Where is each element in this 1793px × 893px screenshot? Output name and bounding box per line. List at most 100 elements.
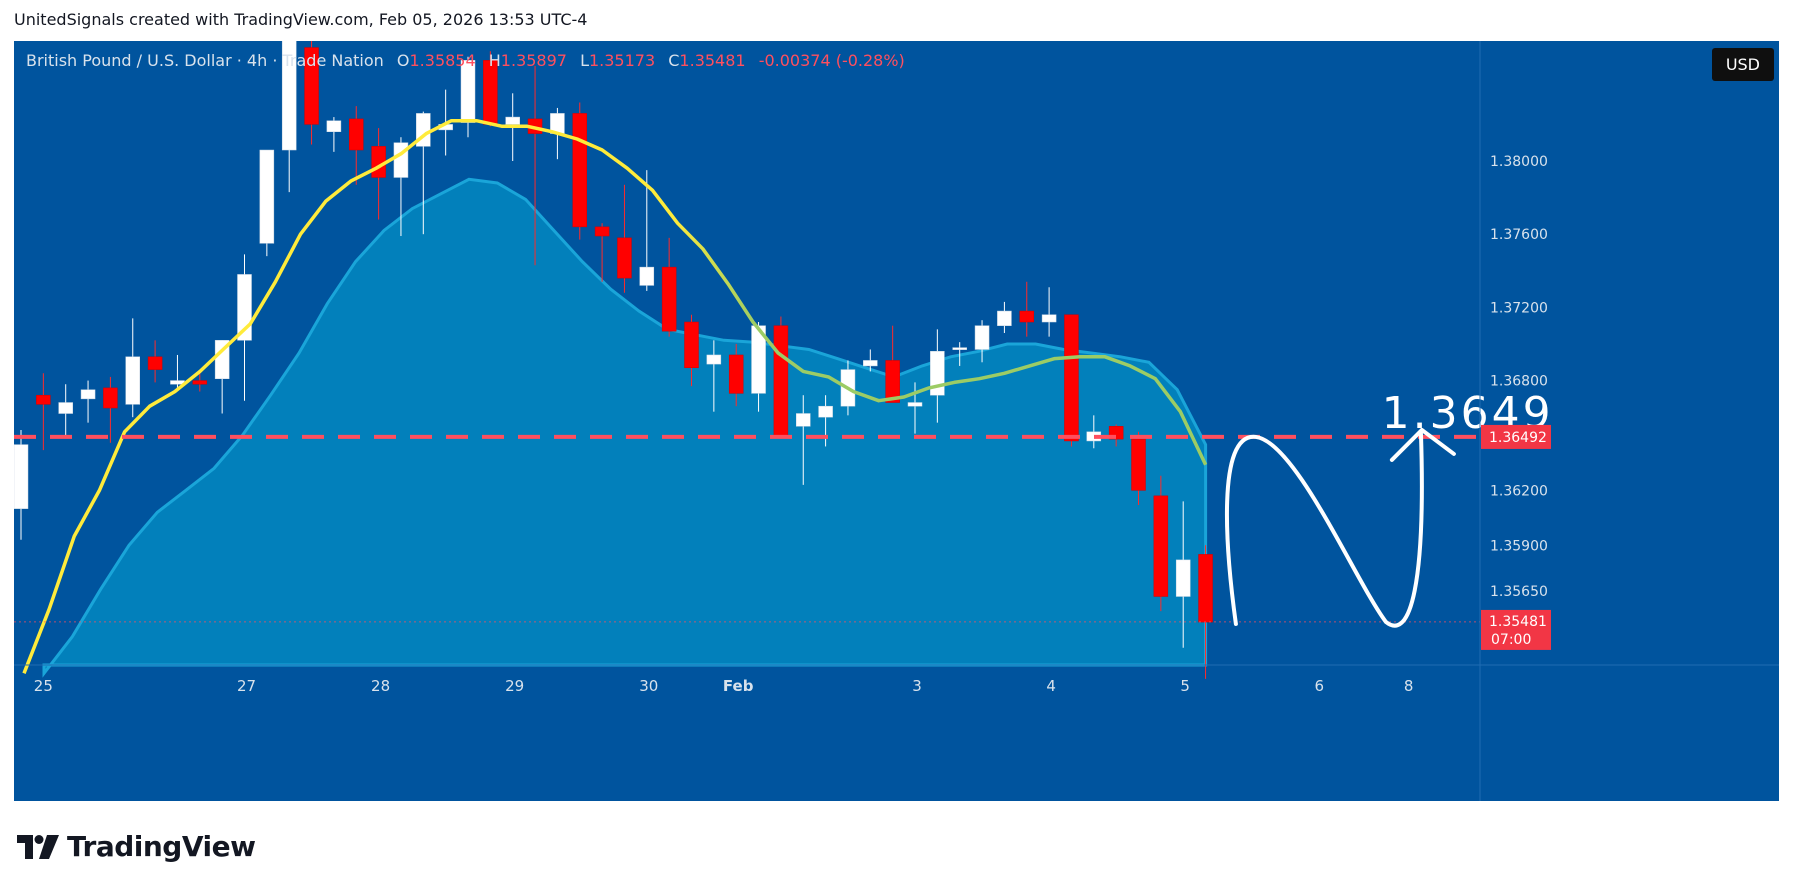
price-tick: 1.36800 [1490, 374, 1548, 390]
candle [483, 51, 498, 127]
candle-body [80, 389, 96, 400]
close-label: C [668, 51, 680, 70]
candle-body [192, 380, 208, 385]
candle [1198, 545, 1213, 679]
candle-body [326, 120, 342, 132]
symbol-name: British Pound / U.S. Dollar · 4h · Trade… [26, 51, 384, 70]
candle [728, 343, 744, 407]
candle-body [661, 266, 677, 332]
ema-fast-line [22, 118, 1208, 674]
candle [80, 380, 96, 423]
candle-body [125, 356, 140, 405]
candle-body [147, 356, 163, 370]
low-label: L [580, 51, 589, 70]
candle-body [863, 360, 878, 367]
candle [706, 340, 722, 412]
low-value: 1.35173 [588, 51, 656, 70]
price-tick: 1.37600 [1490, 227, 1548, 243]
ema-slow-area [42, 177, 1208, 678]
time-tick: 25 [34, 677, 53, 695]
candle [1041, 287, 1057, 337]
candle [58, 384, 73, 436]
candle [863, 349, 878, 372]
time-tick: 5 [1180, 677, 1190, 695]
candle-body [885, 360, 900, 403]
price-tick: 1.35650 [1490, 584, 1548, 600]
candle-body [259, 149, 275, 244]
price-tick: 1.38000 [1490, 154, 1548, 170]
candle-body [572, 113, 587, 228]
candle-body [505, 116, 520, 125]
currency-button[interactable]: USD [1711, 48, 1774, 81]
tradingview-logo-icon [17, 834, 59, 859]
forecast-path [1224, 429, 1424, 628]
price-tick: 1.37200 [1490, 300, 1548, 316]
bar-countdown: 07:00 [1491, 632, 1531, 648]
change-value: -0.00374 (-0.28%) [758, 51, 905, 70]
candle-body [1153, 495, 1169, 597]
candle-body [818, 405, 833, 418]
candle-body [281, 41, 297, 151]
candle-body [728, 354, 744, 394]
candle [1153, 475, 1169, 612]
candle [349, 106, 364, 185]
candle-body [349, 118, 364, 151]
price-chart[interactable]: 1.3649 1.380001.376001.372001.368001.362… [14, 41, 1779, 801]
candle-body [773, 325, 789, 436]
candle-body [796, 413, 811, 427]
candle [572, 102, 587, 240]
candle [14, 429, 29, 540]
candle-body [751, 325, 766, 394]
candle-body [952, 347, 967, 350]
level-price-label: 1.36492 [1489, 430, 1547, 446]
candle [885, 325, 900, 403]
candle [36, 373, 51, 451]
high-value: 1.35897 [500, 51, 567, 70]
candle [304, 41, 319, 145]
forecast-arrowhead [1389, 427, 1456, 462]
time-tick: 28 [371, 677, 390, 695]
candle-body [639, 266, 655, 286]
ema-fast [22, 118, 1208, 674]
level-price-label-bg [1481, 424, 1551, 449]
candle-body [214, 340, 230, 379]
candle [460, 56, 476, 138]
last-price-label: 1.35481 [1489, 614, 1547, 630]
chart-pane[interactable]: 1.3649 1.38000 1.37600 1.37200 1.36800 1.362… [14, 41, 1779, 801]
candle-body [1198, 554, 1213, 623]
time-axis: 25 27 28 29 30 Feb 3 4 5 6 8 [14, 664, 1779, 695]
candle [281, 41, 297, 193]
candle-body [907, 402, 923, 407]
candle [773, 316, 789, 436]
candle [796, 395, 811, 485]
candle [147, 340, 163, 383]
symbol-legend: British Pound / U.S. Dollar · 4h · Trade… [26, 51, 905, 70]
high-label: H [488, 51, 501, 70]
candle-body [1019, 310, 1034, 323]
time-tick: 6 [1315, 677, 1325, 695]
candle [1175, 501, 1191, 648]
candle [125, 318, 140, 418]
chart-attribution: UnitedSignals created with TradingView.c… [14, 10, 588, 29]
candle-body [617, 237, 632, 279]
candle-body [460, 60, 476, 123]
open-value: 1.35854 [409, 51, 476, 70]
candle [684, 314, 699, 387]
candle [371, 128, 386, 220]
candle [1019, 281, 1034, 337]
candle [997, 301, 1012, 333]
candle-body [103, 387, 118, 409]
time-tick: 29 [505, 677, 524, 695]
candle-body [14, 444, 29, 509]
candle [617, 184, 632, 293]
open-label: O [396, 51, 410, 70]
candle-body [1131, 438, 1146, 491]
candle [103, 376, 118, 443]
tradingview-logo-text: TradingView [67, 830, 256, 863]
time-tick: Feb [723, 677, 754, 695]
candle-body [684, 321, 699, 369]
time-tick: 8 [1404, 677, 1414, 695]
time-tick: 30 [639, 677, 658, 695]
candle [1131, 431, 1146, 505]
candle [192, 371, 208, 392]
